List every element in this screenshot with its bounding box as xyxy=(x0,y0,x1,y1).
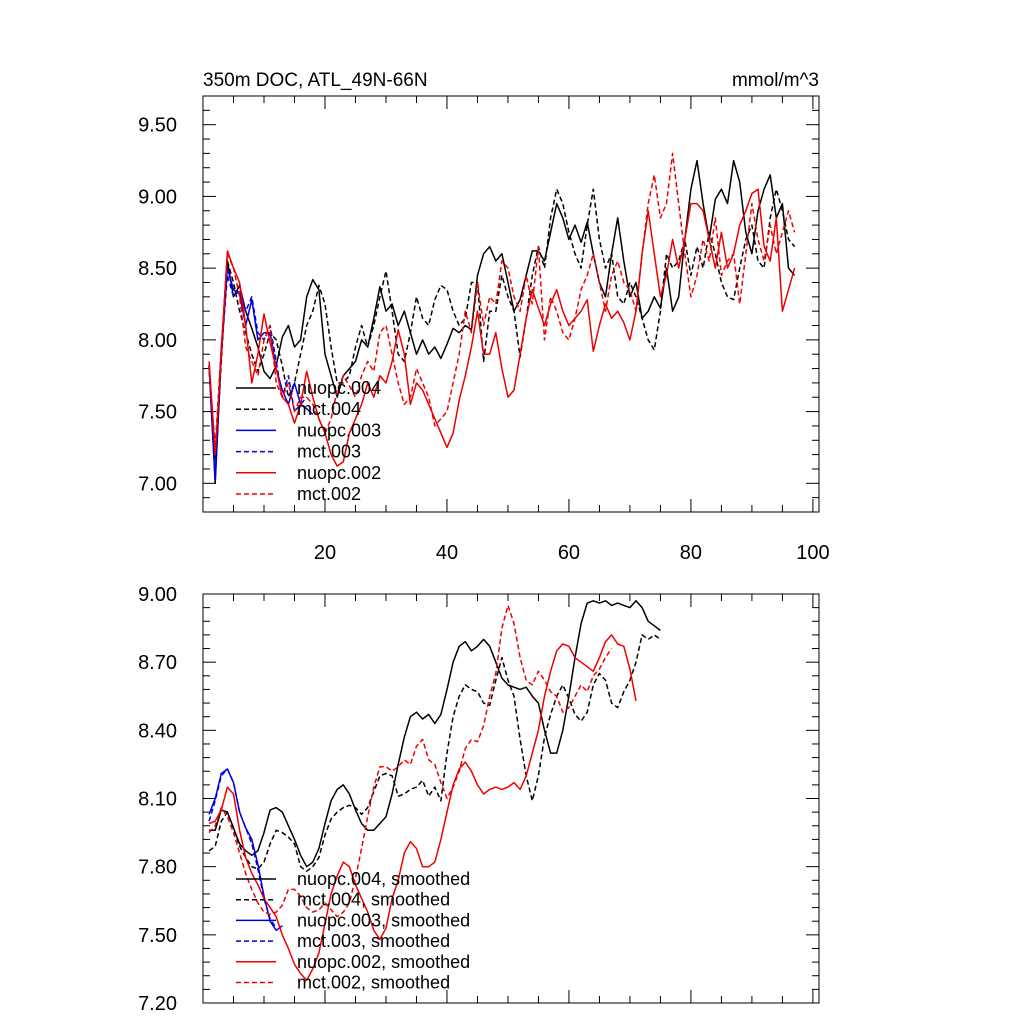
bottom-y-tick-label: 8.40 xyxy=(138,720,177,742)
legend-label: mct.003, smoothed xyxy=(297,931,450,951)
bottom-y-tick-label: 7.50 xyxy=(138,925,177,947)
series-line-nuopc-002 xyxy=(208,188,796,467)
bottom-y-tick-label: 7.80 xyxy=(138,857,177,879)
series-line-mct-003-smoothed xyxy=(208,768,277,929)
series-line-nuopc-004 xyxy=(208,159,796,485)
legend-label: nuopc.004, smoothed xyxy=(297,869,470,889)
series-line-mct-003 xyxy=(208,274,308,473)
top-panel: 350m DOC, ATL_49N-66N mmol/m^3 20 40 60 80 1… xyxy=(138,70,830,564)
series-line-mct-002-smoothed xyxy=(208,604,613,918)
top-y-tick-label: 7.50 xyxy=(138,402,177,424)
legend-label: nuopc.002, smoothed xyxy=(297,952,470,972)
legend-label: nuopc.003, smoothed xyxy=(297,910,470,930)
bottom-plot-frame xyxy=(202,593,820,1004)
bottom-y-tick-label: 8.10 xyxy=(138,789,177,811)
series-line-nuopc-004-smoothed xyxy=(209,600,661,868)
bottom-y-tick-label: 8.70 xyxy=(138,652,177,674)
series-line-nuopc-003-smoothed xyxy=(208,768,283,932)
top-x-tick-label: 60 xyxy=(558,542,580,564)
top-y-tick-label: 8.50 xyxy=(138,258,177,280)
legend-label: mct.002 xyxy=(297,484,361,504)
top-y-tick-label: 7.00 xyxy=(138,473,177,495)
legend-label: mct.003 xyxy=(297,442,361,462)
top-x-tick-label: 80 xyxy=(680,542,702,564)
top-x-tick-label: 20 xyxy=(314,542,336,564)
bottom-panel: 7.20 7.50 7.80 8.10 8.40 8.70 9.00 nuopc.004, s… xyxy=(138,584,820,1015)
top-y-tick-label: 8.00 xyxy=(138,330,177,352)
legend-label: mct.004 xyxy=(297,399,361,419)
legend-label: nuopc.002 xyxy=(297,463,381,483)
series-line-nuopc-002-smoothed xyxy=(208,634,637,982)
bottom-y-tick-label: 7.20 xyxy=(138,993,177,1015)
top-panel-title: 350m DOC, ATL_49N-66N xyxy=(203,70,428,91)
legend-label: mct.002, smoothed xyxy=(297,973,450,993)
legend-label: nuopc.003 xyxy=(297,420,381,440)
legend-label: mct.004, smoothed xyxy=(297,890,450,910)
top-panel-units: mmol/m^3 xyxy=(732,70,819,91)
bottom-series-group xyxy=(208,600,661,982)
top-x-tick-label: 100 xyxy=(796,542,829,564)
top-series-group xyxy=(208,152,796,485)
top-y-tick-label: 9.00 xyxy=(138,186,177,208)
legend-label: nuopc.004 xyxy=(297,378,381,398)
series-line-mct-004-smoothed xyxy=(208,634,661,872)
top-y-tick-label: 9.50 xyxy=(138,115,177,137)
bottom-y-tick-label: 9.00 xyxy=(138,584,177,606)
series-line-mct-004 xyxy=(208,188,796,470)
top-plot-frame xyxy=(202,95,820,513)
top-x-tick-label: 40 xyxy=(436,542,458,564)
series-line-mct-002 xyxy=(208,152,796,449)
